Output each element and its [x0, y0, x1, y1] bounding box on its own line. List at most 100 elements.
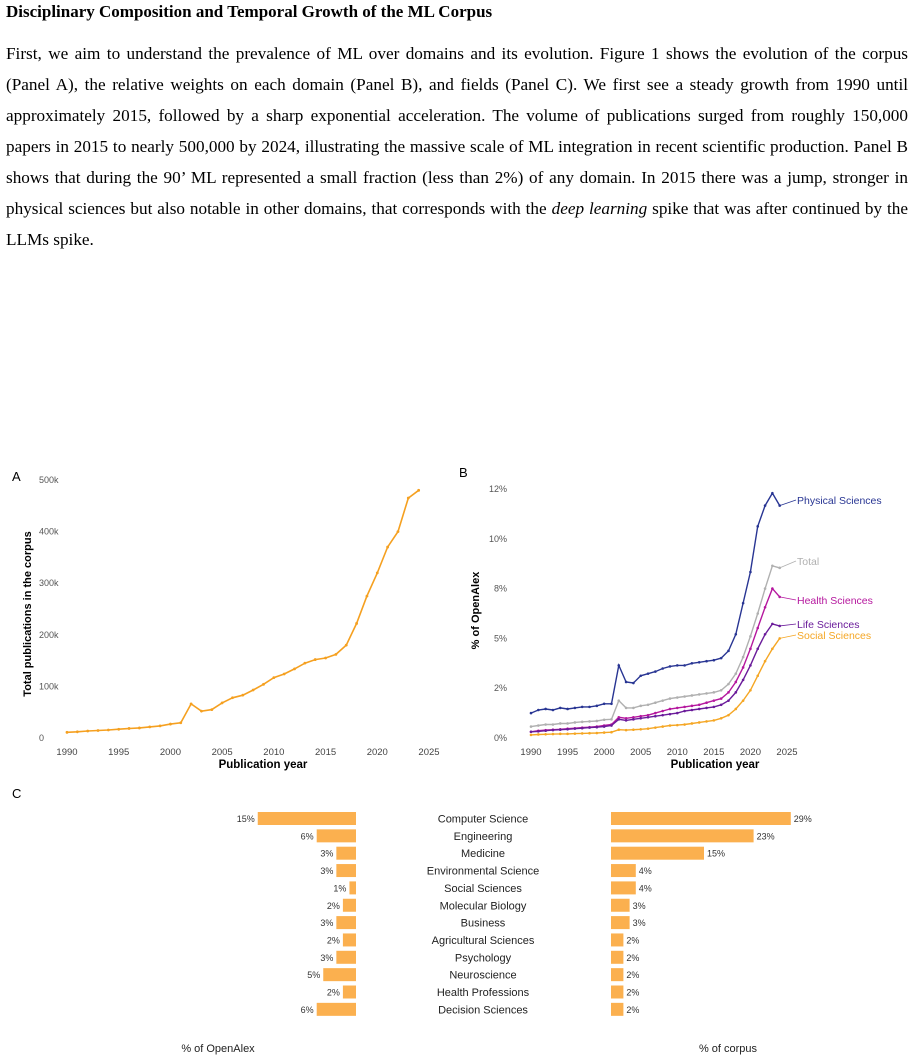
panel-b-label-leader [779, 499, 797, 506]
panel-b-point-social-sciences [573, 732, 577, 735]
panel-a-x-tick: 2000 [160, 747, 181, 758]
panel-a-point [200, 709, 203, 713]
panel-b-x-tick: 1995 [557, 747, 578, 758]
panel-a-point [75, 730, 79, 734]
panel-b-point-life-sciences [544, 729, 547, 733]
panel-c-left-bar [316, 1002, 356, 1016]
panel-a-point [262, 682, 265, 686]
panel-b-point-health-sciences [705, 701, 708, 705]
panel-b-point-physical-sciences [610, 702, 613, 706]
panel-b-point-life-sciences [632, 718, 635, 721]
panel-c-left-bar [336, 864, 356, 878]
panel-b-point-social-sciences [580, 732, 584, 735]
panel-b-point-total [668, 697, 672, 700]
panel-a-x-tick: 2010 [263, 747, 284, 758]
panel-b-point-physical-sciences [675, 664, 679, 667]
panel-b-point-life-sciences [610, 724, 613, 727]
panel-b-point-physical-sciences [771, 491, 774, 495]
panel-b-point-health-sciences [646, 713, 650, 717]
section-heading: Disciplinary Composition and Temporal Gr… [6, 2, 493, 21]
panel-b-point-total [639, 704, 643, 708]
panel-a-point [231, 696, 234, 700]
panel-b-point-life-sciences [756, 647, 760, 651]
panel-b-point-life-sciences [654, 714, 657, 718]
panel-c-left-value: 3% [320, 953, 333, 963]
panel-c-left-value: 6% [301, 1005, 314, 1015]
panel-b-point-physical-sciences [558, 706, 562, 710]
panel-a-y-tick: 200k [39, 630, 59, 640]
panel-b-point-social-sciences [595, 731, 599, 735]
panel-b-point-social-sciences [675, 723, 679, 727]
panel-b-point-life-sciences [595, 725, 599, 729]
panel-b-point-total [595, 719, 599, 723]
panel-a-point [117, 727, 121, 731]
panel-a-point [138, 726, 141, 730]
panel-b-point-physical-sciences [632, 681, 635, 685]
panel-c-right-value: 2% [626, 988, 639, 998]
panel-a-x-tick: 2025 [418, 747, 439, 758]
panel-b-point-health-sciences [632, 715, 635, 719]
panel-a-point [375, 571, 379, 575]
panel-b-series-label: Physical Sciences [797, 495, 882, 507]
panel-b-point-physical-sciences [778, 504, 781, 507]
panel-b-point-health-sciences [654, 711, 657, 715]
panel-a-point [334, 653, 338, 656]
panel-c-right-value: 29% [794, 814, 812, 824]
panel-b-point-physical-sciences [683, 664, 686, 667]
panel-b-point-total [573, 721, 577, 724]
panel-a-x-tick: 1995 [108, 747, 129, 758]
panel-c-category-label: Environmental Science [427, 866, 540, 878]
panel-b-point-physical-sciences [661, 667, 664, 670]
panel-a-point [344, 643, 348, 647]
panel-b-point-physical-sciences [756, 525, 760, 528]
panel-b-point-life-sciences [668, 712, 672, 716]
panel-b-point-total [537, 724, 540, 727]
panel-b-point-health-sciences [771, 587, 774, 590]
panel-a-point [355, 622, 358, 625]
panel-c-right-value: 3% [633, 918, 646, 928]
panel-b-point-total [588, 720, 591, 723]
panel-b-x-tick: 2010 [667, 747, 688, 758]
panel-b-point-social-sciences [690, 722, 694, 725]
panel-c-right-bar [611, 950, 624, 964]
panel-b-point-life-sciences [580, 726, 584, 730]
panel-b-point-health-sciences [712, 699, 716, 702]
panel-a-y-label: Total publications in the corpus [22, 531, 34, 696]
panel-b-point-social-sciences [741, 699, 745, 702]
panel-c-left-value: 2% [327, 988, 340, 998]
panel-b-chart: 0% 2% 5% 8% 10% 12% 1990 1995 2000 2005 2010 2015 20… [470, 484, 882, 771]
panel-b-point-life-sciences [690, 708, 694, 712]
panel-b-line-social-sciences [530, 637, 781, 736]
panel-a-y-tick: 0 [39, 733, 44, 743]
panel-letter-c: C [12, 786, 21, 801]
panel-b-label-leader [779, 596, 797, 601]
panel-a-point [65, 730, 69, 734]
panel-c-right-bar [611, 829, 754, 843]
panel-c-right-value: 23% [757, 831, 775, 841]
panel-b-point-total [632, 706, 635, 710]
panel-b-point-health-sciences [697, 703, 701, 707]
panel-b-point-physical-sciences [727, 649, 730, 653]
panel-c-left-value: 3% [320, 918, 333, 928]
panel-b-point-life-sciences [734, 691, 738, 694]
panel-a-y-tick: 100k [39, 681, 59, 691]
panel-b-point-life-sciences [639, 716, 643, 720]
panel-b-point-social-sciences [719, 716, 723, 720]
panel-b-point-health-sciences [756, 626, 760, 630]
panel-a-point [396, 530, 400, 533]
panel-c-right-bar [611, 881, 636, 895]
panel-b-point-physical-sciences [551, 708, 555, 712]
panel-b-point-health-sciences [763, 605, 767, 609]
panel-a-point [417, 488, 421, 492]
panel-b-point-social-sciences [697, 721, 701, 724]
panel-b-x-tick: 2020 [740, 747, 761, 758]
panel-b-point-social-sciences [727, 713, 730, 717]
panel-a-point [189, 702, 193, 706]
panel-b-label-leader [779, 634, 797, 639]
panel-b-point-health-sciences [675, 706, 679, 710]
panel-b-point-life-sciences [646, 715, 650, 719]
panel-c-right-bar [611, 933, 624, 947]
panel-a-x-tick: 2020 [367, 747, 388, 758]
panel-b-point-health-sciences [690, 704, 694, 708]
panel-b-point-social-sciences [558, 732, 562, 736]
